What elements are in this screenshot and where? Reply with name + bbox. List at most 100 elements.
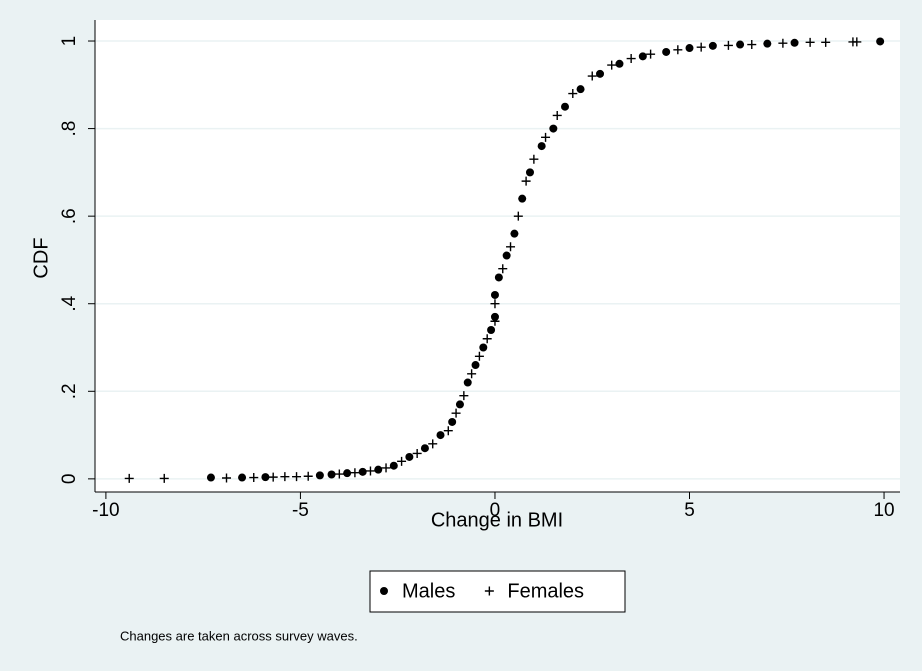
y-tick-label: .8 [59,121,80,137]
point [443,426,453,436]
y-tick-label: 0 [59,474,80,485]
point [696,42,706,52]
point [708,41,717,50]
y-tick-label: 1 [59,36,80,47]
y-tick-label: .6 [59,208,80,224]
x-tick-label: 10 [873,500,894,521]
x-axis-title: Change in BMI [431,509,563,531]
point [596,69,605,78]
point [428,439,438,449]
point [518,194,527,203]
point [303,471,313,481]
point [805,37,815,47]
plot-area [95,20,900,492]
point [778,38,788,48]
point [561,102,570,111]
point [685,44,694,53]
point [821,37,831,47]
point [646,49,656,59]
x-tick-label: 5 [684,500,695,521]
point [451,408,461,418]
legend-label: Females [507,580,584,602]
point [529,154,539,164]
point [747,40,757,50]
point [249,473,259,483]
point [459,391,469,401]
point [498,264,508,274]
point [490,316,500,326]
point [537,142,546,151]
point [327,470,336,479]
point [568,89,578,99]
point [397,456,407,466]
point [876,37,885,46]
point [350,468,360,478]
point [334,469,344,479]
x-tick-label: 0 [490,500,501,521]
point [607,60,617,70]
point [343,469,352,478]
point [487,325,496,334]
point [420,444,429,453]
point [736,40,745,49]
point [365,466,375,476]
point [374,465,383,474]
point [576,85,585,94]
legend-label: Males [402,580,455,602]
point [626,54,636,64]
point [615,59,624,68]
point [513,211,523,221]
point [405,452,414,461]
point [510,229,519,238]
point [763,39,772,48]
point [662,47,671,56]
point [502,251,511,260]
legend-marker [484,586,494,596]
point [638,52,647,61]
point [490,290,499,299]
legend-box [369,570,626,613]
point [280,472,290,482]
point [448,417,457,426]
x-tick-label: -5 [292,500,309,521]
point [455,400,464,409]
point [463,378,472,387]
point [587,71,597,81]
point [261,473,270,482]
point [436,431,445,440]
point [494,273,503,282]
point [292,472,302,482]
point [482,334,492,344]
y-axis-title: CDF [30,237,52,278]
point [381,463,391,473]
x-tick-label: -10 [92,500,119,521]
point [238,473,247,482]
point [723,40,733,50]
point [471,361,480,370]
legend-marker [380,587,388,595]
point [159,473,169,483]
point [124,473,134,483]
point [852,37,862,47]
point [315,471,324,480]
point [389,461,398,470]
point [358,467,367,476]
point [552,110,562,120]
point [525,168,534,177]
point [673,45,683,55]
note: Changes are taken across survey waves. [120,628,358,643]
point [268,472,278,482]
point [467,369,477,379]
point [790,38,799,47]
point [206,473,215,482]
point [490,299,500,309]
point [474,351,484,361]
point [541,132,551,142]
point [479,343,488,352]
point [549,124,558,133]
y-tick-label: .2 [59,383,80,399]
point [412,448,422,458]
point [222,473,232,483]
y-tick-label: .4 [59,295,80,311]
